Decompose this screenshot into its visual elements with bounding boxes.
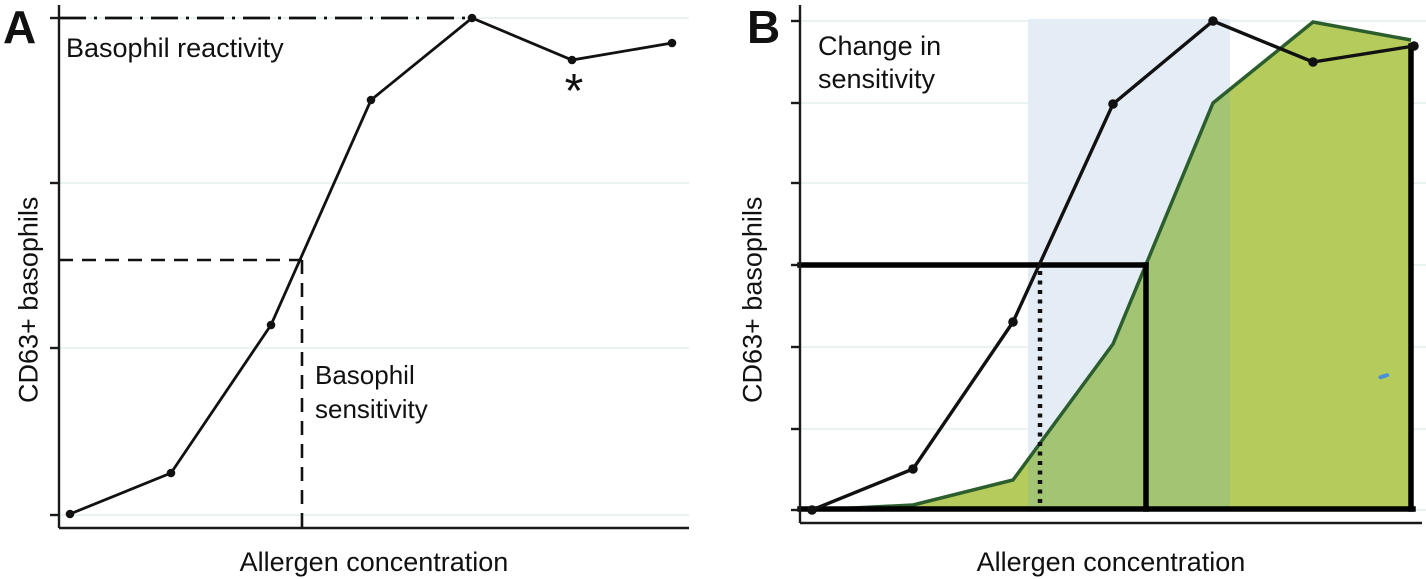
panel-b-dose-response-curve-point — [1208, 16, 1218, 26]
panel-b-dose-response-curve-point — [1008, 317, 1018, 327]
change-in-sensitivity-line2: sensitivity — [818, 64, 936, 94]
panel-a-y-axis-title: CD63+ basophils — [13, 196, 44, 404]
panel-a-dose-response-curve-point — [366, 95, 376, 105]
change-in-sensitivity-line1: Change in — [818, 31, 942, 61]
blue-speck — [1378, 373, 1390, 380]
panel-a-dose-response-curve-point — [667, 38, 677, 48]
panel-b-dose-response-curve-point — [1308, 57, 1318, 67]
panel-a-dose-response-curve-point — [567, 55, 577, 65]
basophil-sensitivity-line1: Basophil — [315, 360, 415, 390]
panel-b-dose-response-curve-point — [807, 505, 817, 515]
panel-a-dose-response-curve-point — [166, 468, 176, 478]
panel-b-dose-response-curve-point — [908, 464, 918, 474]
panel-a-dose-response-curve-point — [467, 13, 477, 23]
change-in-sensitivity-annotation: Change in sensitivity — [818, 30, 941, 96]
panel-b-dose-response-curve-point — [1108, 99, 1118, 109]
basophil-reactivity-annotation: Basophil reactivity — [66, 33, 284, 63]
panel-b-dose-response-curve-point — [1409, 41, 1419, 51]
panel-a-dose-response-curve-point — [266, 320, 276, 330]
panel-a-x-axis-title: Allergen concentration — [239, 547, 509, 577]
panel-b-letter: B — [747, 1, 781, 53]
panel-a-letter: A — [3, 1, 37, 53]
shifted-curve-outline — [812, 20, 1412, 512]
basophil-sensitivity-annotation: Basophil sensitivity — [315, 358, 428, 426]
basophil-sensitivity-line2: sensitivity — [315, 394, 428, 424]
shifted-curve-area — [813, 22, 1411, 510]
panel-b-x-axis-title: Allergen concentration — [976, 547, 1246, 577]
panel-a-dose-response-curve-point — [65, 509, 75, 519]
significance-asterisk: * — [564, 65, 584, 118]
panel-b-y-axis-title: CD63+ basophils — [737, 196, 768, 404]
